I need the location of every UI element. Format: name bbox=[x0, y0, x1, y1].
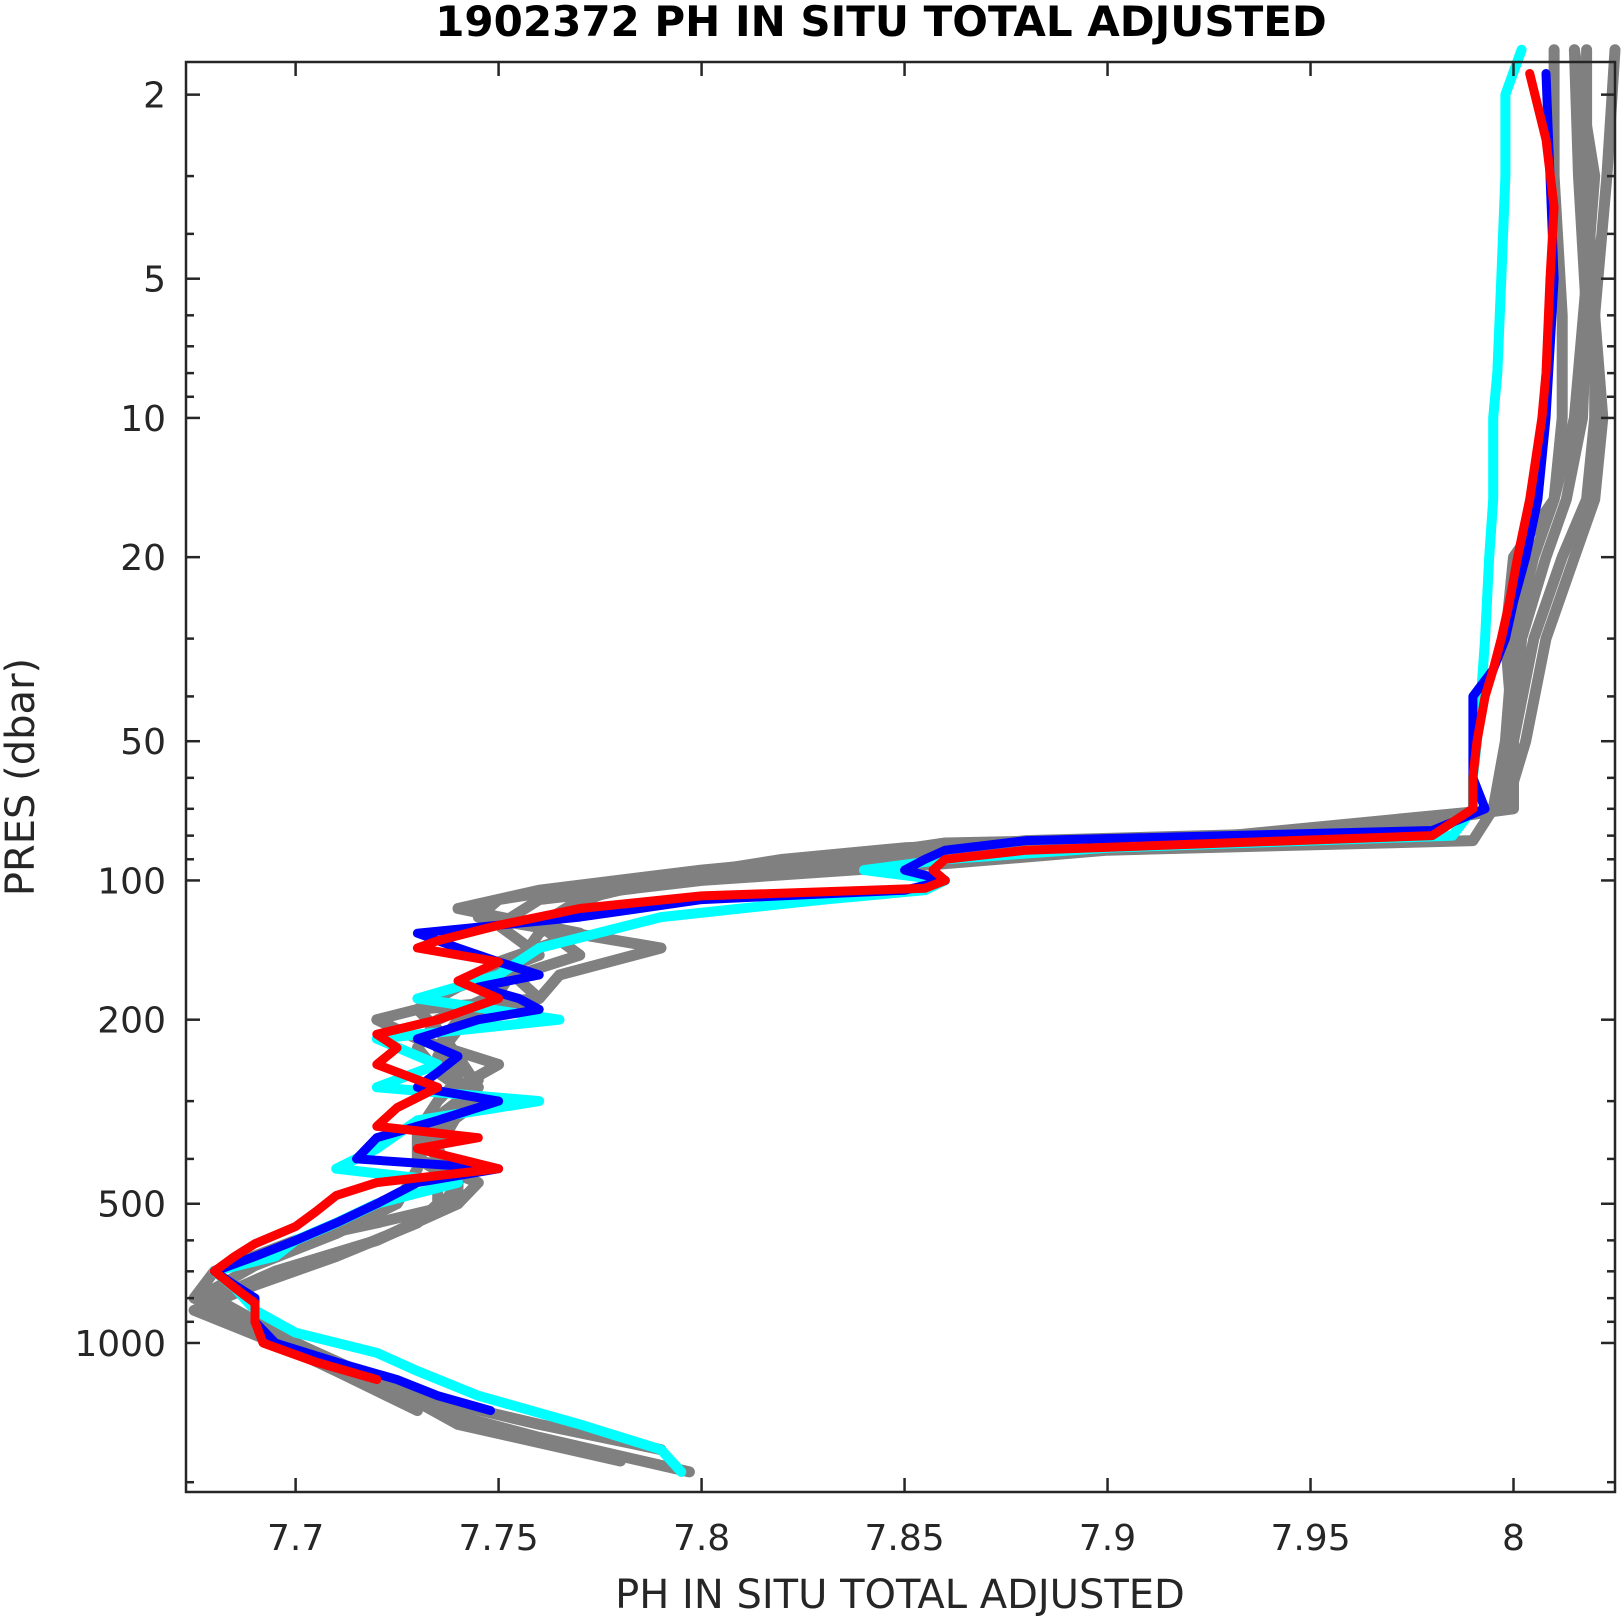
y-axis: 2 5 10 20 50 100 200 500 1000 bbox=[74, 76, 1615, 1484]
plot-frame bbox=[184, 60, 1617, 1494]
x-axis-label: PH IN SITU TOTAL ADJUSTED bbox=[615, 1572, 1185, 1618]
x-tick-label: 7.9 bbox=[1079, 1518, 1136, 1559]
x-tick-label: 7.7 bbox=[267, 1518, 324, 1559]
y-tick-label: 200 bbox=[97, 1001, 166, 1042]
y-tick-label: 50 bbox=[120, 722, 166, 763]
chart-title: 1902372 PH IN SITU TOTAL ADJUSTED bbox=[435, 0, 1327, 46]
x-tick-label: 7.85 bbox=[864, 1518, 944, 1559]
x-tick-label: 7.95 bbox=[1270, 1518, 1350, 1559]
profile-lines bbox=[188, 44, 1621, 1478]
x-tick-label: 7.75 bbox=[459, 1518, 539, 1559]
y-axis-label: PRES (dbar) bbox=[0, 658, 44, 896]
profile-line-history-2 bbox=[188, 44, 1609, 1456]
x-axis: 7.7 7.75 7.8 7.85 7.9 7.95 8 bbox=[267, 62, 1525, 1559]
profile-line-history-1 bbox=[208, 44, 1621, 1467]
y-tick-label: 500 bbox=[97, 1185, 166, 1226]
profile-line-history-0 bbox=[188, 44, 1601, 1478]
x-tick-label: 8 bbox=[1502, 1518, 1525, 1559]
profile-line-history-3 bbox=[208, 44, 1568, 1417]
x-tick-label: 7.8 bbox=[673, 1518, 730, 1559]
y-tick-label: 2 bbox=[143, 76, 166, 117]
y-tick-label: 1000 bbox=[74, 1324, 166, 1365]
profile-line-cyan-5 bbox=[209, 44, 1527, 1477]
y-tick-label: 20 bbox=[120, 538, 166, 579]
profile-line-red-7 bbox=[209, 69, 1559, 1385]
y-tick-label: 5 bbox=[143, 260, 166, 301]
profile-line-blue-6 bbox=[209, 69, 1559, 1416]
y-tick-label: 10 bbox=[120, 399, 166, 440]
y-tick-label: 100 bbox=[97, 861, 166, 902]
